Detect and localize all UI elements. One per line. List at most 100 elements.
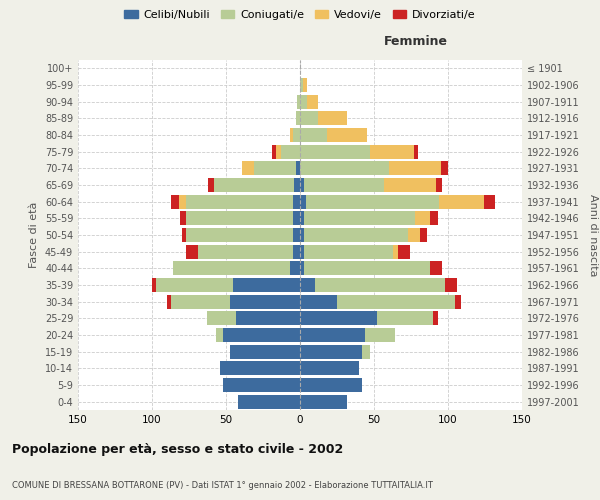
Bar xyxy=(430,211,437,226)
Bar xyxy=(300,161,389,176)
Bar xyxy=(242,161,254,176)
Bar xyxy=(296,112,300,126)
Bar xyxy=(179,194,186,209)
Bar xyxy=(186,194,293,209)
Bar xyxy=(294,178,300,192)
Bar xyxy=(304,178,385,192)
Bar xyxy=(300,144,370,159)
Bar xyxy=(186,244,198,259)
Bar xyxy=(439,194,484,209)
Bar xyxy=(300,378,362,392)
Bar xyxy=(230,344,300,358)
Bar xyxy=(300,361,359,376)
Bar xyxy=(157,278,233,292)
Bar xyxy=(152,278,157,292)
Bar xyxy=(300,261,304,276)
Bar xyxy=(223,328,300,342)
Bar xyxy=(173,261,290,276)
Bar xyxy=(208,178,214,192)
Bar xyxy=(440,161,448,176)
Bar xyxy=(290,261,300,276)
Bar xyxy=(296,161,300,176)
Bar xyxy=(254,161,296,176)
Bar xyxy=(304,228,408,242)
Bar xyxy=(300,128,326,142)
Bar xyxy=(300,278,315,292)
Bar xyxy=(306,194,439,209)
Bar xyxy=(300,94,307,109)
Bar xyxy=(198,244,293,259)
Bar xyxy=(300,228,304,242)
Bar xyxy=(318,112,347,126)
Bar xyxy=(215,328,223,342)
Y-axis label: Anni di nascita: Anni di nascita xyxy=(588,194,598,276)
Bar xyxy=(233,278,300,292)
Bar xyxy=(300,294,337,308)
Bar xyxy=(304,261,430,276)
Bar xyxy=(171,294,230,308)
Bar xyxy=(300,328,365,342)
Bar xyxy=(362,344,370,358)
Bar xyxy=(445,278,457,292)
Bar xyxy=(326,128,367,142)
Bar xyxy=(238,394,300,408)
Bar xyxy=(223,378,300,392)
Bar xyxy=(484,194,496,209)
Bar xyxy=(207,311,236,326)
Bar xyxy=(300,78,303,92)
Bar xyxy=(377,311,433,326)
Bar xyxy=(281,144,300,159)
Bar xyxy=(315,278,445,292)
Bar xyxy=(300,178,304,192)
Bar xyxy=(300,112,318,126)
Bar xyxy=(182,228,186,242)
Bar xyxy=(398,244,410,259)
Bar xyxy=(307,94,318,109)
Bar xyxy=(300,394,347,408)
Bar xyxy=(337,294,455,308)
Y-axis label: Fasce di età: Fasce di età xyxy=(29,202,39,268)
Bar xyxy=(230,294,300,308)
Bar xyxy=(167,294,171,308)
Bar xyxy=(433,311,437,326)
Bar xyxy=(293,228,300,242)
Bar xyxy=(455,294,461,308)
Bar xyxy=(389,161,440,176)
Bar xyxy=(290,128,293,142)
Bar xyxy=(272,144,277,159)
Bar xyxy=(408,228,420,242)
Legend: Celibi/Nubili, Coniugati/e, Vedovi/e, Divorziati/e: Celibi/Nubili, Coniugati/e, Vedovi/e, Di… xyxy=(120,6,480,25)
Bar xyxy=(370,144,414,159)
Bar xyxy=(220,361,300,376)
Bar xyxy=(171,194,179,209)
Bar xyxy=(393,244,398,259)
Bar xyxy=(430,261,442,276)
Bar xyxy=(297,94,300,109)
Bar xyxy=(414,144,418,159)
Bar xyxy=(365,328,395,342)
Bar xyxy=(415,211,430,226)
Text: Femmine: Femmine xyxy=(383,35,448,48)
Bar xyxy=(293,211,300,226)
Bar xyxy=(277,144,281,159)
Bar xyxy=(236,311,300,326)
Bar xyxy=(293,128,300,142)
Bar xyxy=(300,211,304,226)
Bar xyxy=(303,78,307,92)
Bar xyxy=(300,344,362,358)
Bar xyxy=(186,228,293,242)
Bar xyxy=(436,178,442,192)
Text: COMUNE DI BRESSANA BOTTARONE (PV) - Dati ISTAT 1° gennaio 2002 - Elaborazione TU: COMUNE DI BRESSANA BOTTARONE (PV) - Dati… xyxy=(12,480,433,490)
Bar xyxy=(300,194,306,209)
Bar xyxy=(293,194,300,209)
Bar xyxy=(180,211,186,226)
Bar xyxy=(420,228,427,242)
Bar xyxy=(293,244,300,259)
Bar xyxy=(300,311,377,326)
Bar xyxy=(304,244,393,259)
Bar xyxy=(214,178,294,192)
Text: Popolazione per età, sesso e stato civile - 2002: Popolazione per età, sesso e stato civil… xyxy=(12,442,343,456)
Bar xyxy=(300,244,304,259)
Bar xyxy=(385,178,436,192)
Bar xyxy=(304,211,415,226)
